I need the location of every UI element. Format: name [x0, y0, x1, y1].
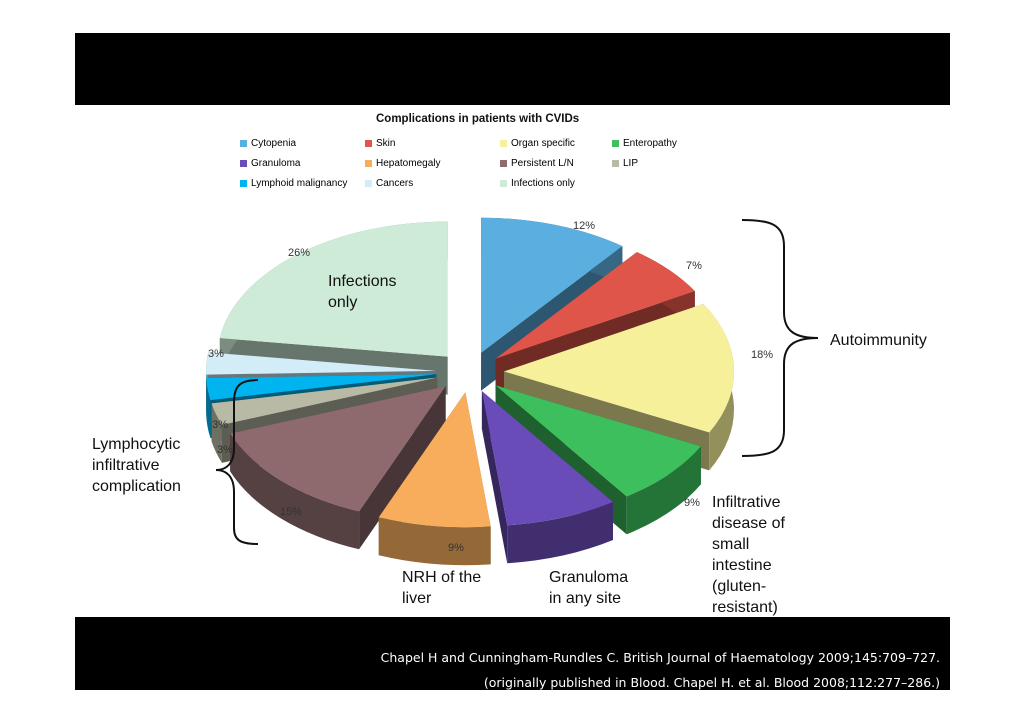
legend-swatch [240, 180, 247, 187]
data-label-persistent-l-n: 15% [280, 506, 303, 518]
data-label-organ-specific: 18% [751, 349, 774, 361]
legend-label: Cancers [376, 178, 414, 189]
legend-swatch [500, 160, 507, 167]
citation-line-2: (originally published in Blood. Chapel H… [483, 675, 940, 690]
lymphocytic-brace [215, 379, 259, 545]
legend-swatch [365, 180, 372, 187]
data-label-hepatomegaly: 9% [448, 542, 464, 554]
citation-line-1: Chapel H and Cunningham-Rundles C. Briti… [380, 650, 940, 665]
legend-label: Organ specific [511, 138, 575, 149]
legend-label: Hepatomegaly [376, 158, 441, 169]
legend-label: Infections only [511, 178, 575, 189]
legend-item-organ-specific: Organ specific [500, 138, 575, 149]
legend-label: Skin [376, 138, 396, 149]
annotation-lymphocytic: Lymphocytic infiltrative complication [92, 436, 181, 495]
annotation-granuloma: Granuloma in any site [549, 569, 629, 607]
data-label-cytopenia: 12% [573, 220, 596, 232]
legend-item-granuloma: Granuloma [240, 158, 300, 169]
legend-item-infections-only: Infections only [500, 178, 575, 189]
data-label-enteropathy: 9% [684, 497, 700, 509]
legend-swatch [612, 160, 619, 167]
legend-item-lip: LIP [612, 158, 638, 169]
legend-label: LIP [623, 158, 639, 169]
legend-item-persistent-l-n: Persistent L/N [500, 158, 574, 169]
legend-swatch [365, 160, 372, 167]
legend-item-lymphoid-malignancy: Lymphoid malignancy [240, 178, 347, 189]
legend-item-cancers: Cancers [365, 178, 413, 189]
legend-label: Cytopenia [251, 138, 297, 149]
pie-slices [206, 217, 734, 566]
legend-swatch [612, 140, 619, 147]
legend-swatch [365, 140, 372, 147]
braces [215, 219, 819, 545]
legend-label: Persistent L/N [511, 158, 574, 169]
legend-label: Granuloma [251, 158, 301, 169]
data-label-infections-only: 26% [288, 247, 311, 259]
legend-item-skin: Skin [365, 138, 395, 149]
legend-swatch [240, 160, 247, 167]
annotation-infiltrative-disease: Infiltrative disease of small intestine (glu… [712, 494, 785, 616]
data-label-skin: 7% [686, 260, 702, 272]
chart-title: Complications in patients with CVIDs [376, 113, 580, 125]
legend-swatch [500, 180, 507, 187]
pie-slice-persistent-l-n [230, 386, 446, 550]
legend-swatch [500, 140, 507, 147]
data-label-cancers: 3% [208, 348, 224, 360]
legend-item-cytopenia: Cytopenia [240, 138, 296, 149]
legend-item-enteropathy: Enteropathy [612, 138, 677, 149]
legend-item-hepatomegaly: Hepatomegaly [365, 158, 440, 169]
data-label-lymphoid-malignancy: 3% [212, 419, 228, 431]
legend-label: Enteropathy [623, 138, 677, 149]
pie-slice-granuloma [481, 391, 613, 564]
annotation-infections-only: Infections only [328, 273, 397, 311]
legend-swatch [240, 140, 247, 147]
legend-label: Lymphoid malignancy [251, 178, 348, 189]
data-label-lip: 3% [217, 444, 233, 456]
pie-slice-hepatomegaly [378, 392, 491, 566]
autoimmunity-brace [741, 219, 819, 457]
annotation-nrh-liver: NRH of the liver [402, 569, 482, 607]
annotation-autoimmunity: Autoimmunity [830, 332, 927, 349]
